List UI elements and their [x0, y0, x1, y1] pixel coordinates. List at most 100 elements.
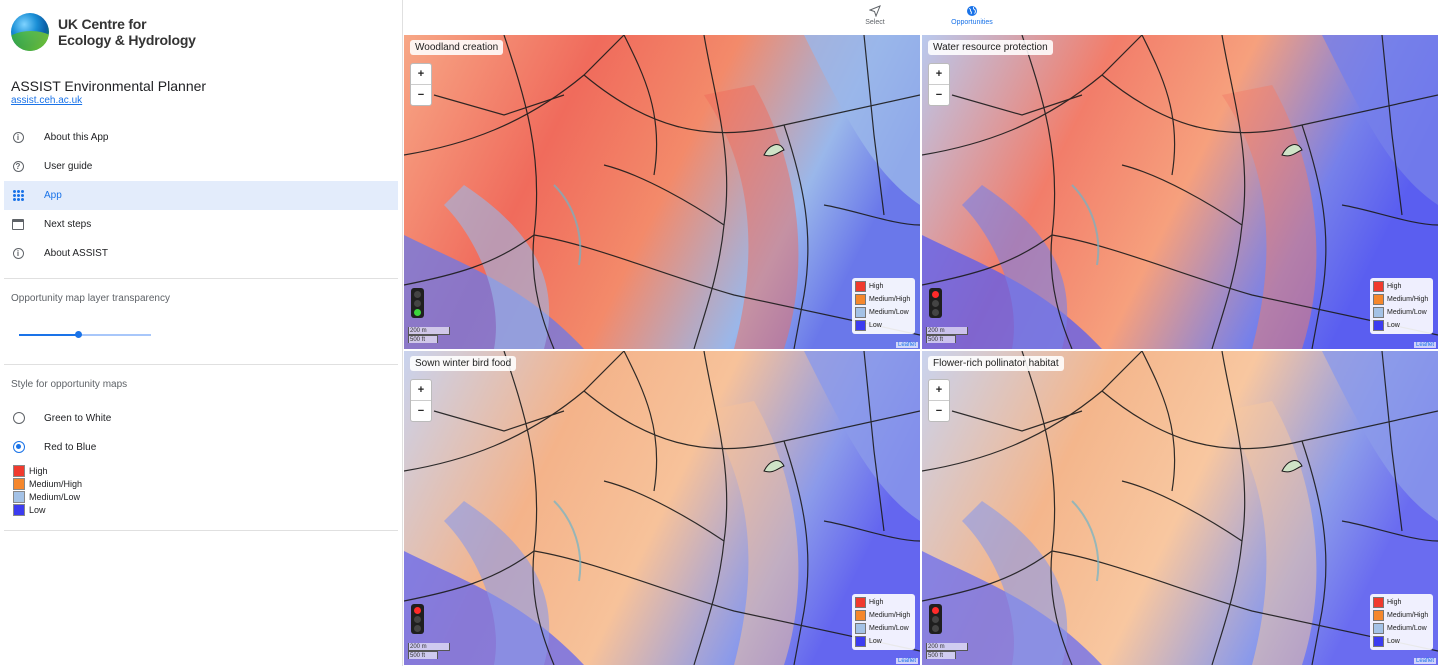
- radio-button[interactable]: [13, 441, 25, 453]
- opportunities-tool-button[interactable]: Opportunities: [942, 5, 1002, 26]
- map-title: Flower-rich pollinator habitat: [928, 356, 1064, 371]
- legend-swatch: [1373, 623, 1384, 634]
- zoom-control: + −: [928, 379, 950, 422]
- legend-label: Medium/Low: [869, 309, 909, 316]
- legend-label: Medium/High: [1387, 612, 1429, 619]
- leaflet-attribution-link[interactable]: Leaflet: [1413, 658, 1436, 664]
- legend-swatch: [1373, 610, 1384, 621]
- legend-swatch: [1373, 636, 1384, 647]
- leaflet-attribution-link[interactable]: Leaflet: [895, 342, 918, 348]
- legend-item: Medium/Low: [13, 490, 82, 503]
- radio-green-to-white[interactable]: Green to White: [13, 412, 111, 424]
- info-icon: i: [12, 132, 24, 144]
- app-link[interactable]: assist.ceh.ac.uk: [11, 95, 83, 106]
- scale-bar: 200 m 500 ft: [408, 327, 450, 343]
- legend-swatch: [1373, 597, 1384, 608]
- map-canvas[interactable]: [922, 35, 1438, 349]
- map-legend-item: Low: [1373, 635, 1430, 648]
- divider: [4, 364, 398, 365]
- map-title: Woodland creation: [410, 40, 504, 55]
- traffic-light-icon: [929, 604, 942, 634]
- zoom-control: + −: [410, 379, 432, 422]
- legend-item: Low: [13, 503, 82, 516]
- opportunity-map[interactable]: Sown winter bird food + − 200 m 500 ft H…: [404, 351, 920, 665]
- divider: [4, 530, 398, 531]
- radio-red-to-blue[interactable]: Red to Blue: [13, 441, 96, 453]
- apps-grid-icon: [12, 190, 24, 202]
- legend-item: Medium/High: [13, 477, 82, 490]
- map-legend-item: Medium/High: [1373, 609, 1430, 622]
- slider-thumb[interactable]: [75, 331, 83, 338]
- map-legend-item: Medium/High: [1373, 293, 1430, 306]
- map-canvas[interactable]: [922, 351, 1438, 665]
- nav-item-label: User guide: [44, 161, 93, 172]
- map-legend-item: Low: [855, 319, 912, 332]
- scale-metric: 200 m: [926, 327, 968, 335]
- zoom-in-button[interactable]: +: [929, 380, 949, 401]
- map-legend: High Medium/High Medium/Low Low: [1370, 278, 1433, 334]
- nav-item-label: About ASSIST: [44, 248, 108, 259]
- info-icon: i: [12, 248, 24, 260]
- zoom-out-button[interactable]: −: [417, 89, 425, 101]
- transparency-slider[interactable]: [19, 331, 151, 338]
- opportunity-map[interactable]: Water resource protection + − 200 m 500 …: [922, 35, 1438, 349]
- zoom-in-button[interactable]: +: [411, 64, 431, 85]
- map-canvas[interactable]: [404, 35, 920, 349]
- map-legend-item: High: [1373, 596, 1430, 609]
- scale-imperial: 500 ft: [926, 335, 956, 343]
- opportunity-map[interactable]: Flower-rich pollinator habitat + − 200 m…: [922, 351, 1438, 665]
- scale-bar: 200 m 500 ft: [408, 643, 450, 659]
- legend-swatch: [855, 320, 866, 331]
- map-legend-item: Medium/Low: [855, 622, 912, 635]
- zoom-out-button[interactable]: −: [935, 405, 943, 417]
- map-canvas[interactable]: [404, 351, 920, 665]
- map-legend-item: Medium/Low: [855, 306, 912, 319]
- map-toolbar: Select Opportunities: [404, 0, 1440, 35]
- style-title: Style for opportunity maps: [11, 379, 128, 390]
- nav-item-about-app[interactable]: i About this App: [4, 123, 398, 152]
- style-legend: High Medium/High Medium/Low Low: [13, 464, 82, 516]
- radio-button[interactable]: [13, 412, 25, 424]
- legend-label: Medium/Low: [1387, 625, 1427, 632]
- transparency-title: Opportunity map layer transparency: [11, 293, 170, 304]
- legend-swatch: [855, 597, 866, 608]
- scale-bar: 200 m 500 ft: [926, 643, 968, 659]
- logo-text: UK Centre for Ecology & Hydrology: [58, 16, 196, 48]
- scale-imperial: 500 ft: [408, 651, 438, 659]
- opportunity-map[interactable]: Woodland creation + − 200 m 500 ft High M…: [404, 35, 920, 349]
- scale-imperial: 500 ft: [408, 335, 438, 343]
- zoom-out-button[interactable]: −: [417, 405, 425, 417]
- nav-item-next-steps[interactable]: Next steps: [4, 210, 398, 239]
- legend-label: High: [1387, 599, 1402, 606]
- zoom-in-button[interactable]: +: [411, 380, 431, 401]
- map-legend: High Medium/High Medium/Low Low: [1370, 594, 1433, 650]
- legend-label: High: [29, 465, 48, 476]
- legend-label: Low: [869, 638, 882, 645]
- logo-line1: UK Centre for: [58, 16, 147, 32]
- legend-label: Medium/Low: [1387, 309, 1427, 316]
- zoom-out-button[interactable]: −: [935, 89, 943, 101]
- globe-icon: [967, 6, 977, 16]
- legend-label: Medium/High: [869, 612, 911, 619]
- nav-item-user-guide[interactable]: ? User guide: [4, 152, 398, 181]
- select-tool-button[interactable]: Select: [845, 5, 905, 26]
- nav-item-about-assist[interactable]: i About ASSIST: [4, 239, 398, 268]
- map-legend-item: Medium/High: [855, 293, 912, 306]
- leaflet-attribution-link[interactable]: Leaflet: [1413, 342, 1436, 348]
- map-legend-item: Medium/Low: [1373, 622, 1430, 635]
- legend-swatch: [13, 464, 25, 477]
- legend-swatch: [855, 623, 866, 634]
- map-legend-item: Medium/Low: [1373, 306, 1430, 319]
- nav-item-app[interactable]: App: [4, 181, 398, 210]
- legend-label: High: [1387, 283, 1402, 290]
- nav-item-label: About this App: [44, 132, 109, 143]
- map-legend: High Medium/High Medium/Low Low: [852, 278, 915, 334]
- leaflet-attribution-link[interactable]: Leaflet: [895, 658, 918, 664]
- ukceh-logo[interactable]: UK Centre for Ecology & Hydrology: [11, 13, 196, 51]
- select-tool-label: Select: [865, 19, 885, 26]
- legend-label: Low: [1387, 322, 1400, 329]
- map-legend-item: High: [1373, 280, 1430, 293]
- legend-label: Medium/Low: [869, 625, 909, 632]
- zoom-in-button[interactable]: +: [929, 64, 949, 85]
- legend-swatch: [1373, 294, 1384, 305]
